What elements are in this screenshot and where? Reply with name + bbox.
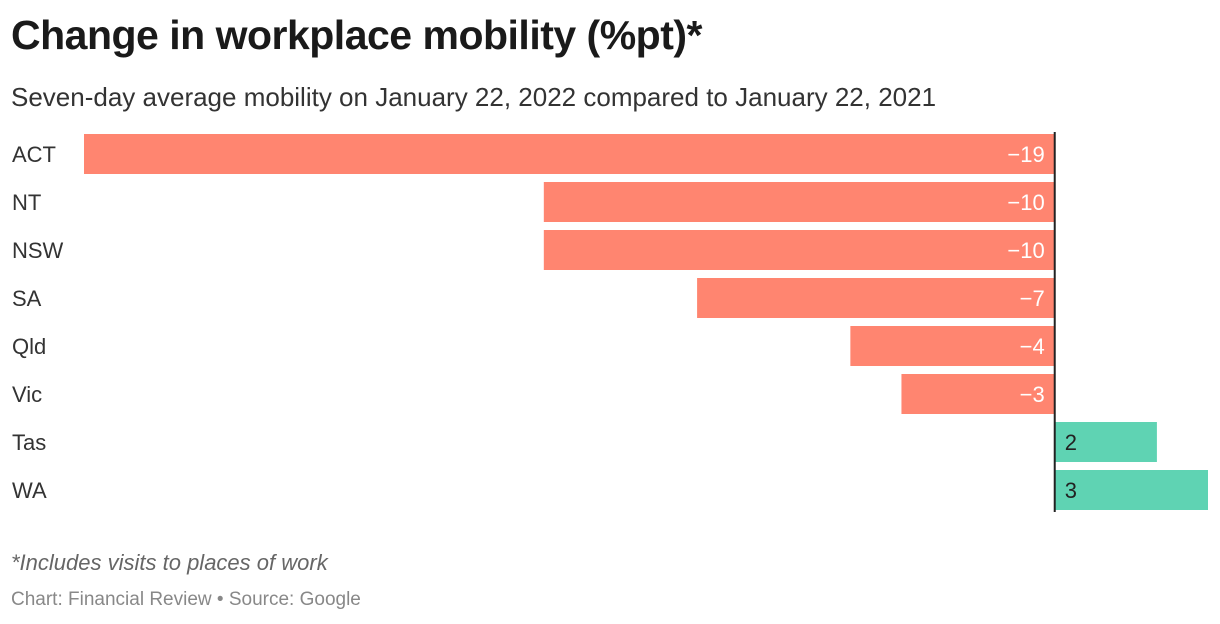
value-label: −3	[1020, 382, 1045, 407]
bar-qld	[850, 326, 1055, 366]
bar-nsw	[543, 230, 1055, 270]
category-label: NSW	[12, 238, 64, 263]
value-label: 3	[1065, 478, 1077, 503]
value-label: −19	[1007, 142, 1044, 167]
category-label: ACT	[12, 142, 56, 167]
bar-sa	[697, 278, 1055, 318]
footnote: *Includes visits to places of work	[11, 550, 328, 575]
chart-subtitle: Seven-day average mobility on January 22…	[11, 82, 937, 112]
bar-vic	[901, 374, 1055, 414]
category-label: WA	[12, 478, 47, 503]
bar-chart: ACT −19 NT −10 NSW −10 SA −7 Qld −4 Vic −3 Tas 2 WA 3	[12, 132, 1208, 512]
bar-act	[84, 134, 1055, 174]
bar-tas	[1054, 422, 1157, 462]
value-label: 2	[1065, 430, 1077, 455]
category-label: SA	[12, 286, 42, 311]
value-label: −10	[1007, 190, 1044, 215]
bar-nt	[543, 182, 1055, 222]
category-label: Qld	[12, 334, 46, 359]
bar-wa	[1054, 470, 1208, 510]
category-label: Vic	[12, 382, 42, 407]
category-label: Tas	[12, 430, 46, 455]
value-label: −10	[1007, 238, 1044, 263]
value-label: −4	[1020, 334, 1045, 359]
value-label: −7	[1020, 286, 1045, 311]
chart-credit: Chart: Financial Review • Source: Google	[11, 589, 361, 610]
chart-title: Change in workplace mobility (%pt)*	[11, 12, 702, 58]
category-label: NT	[12, 190, 41, 215]
